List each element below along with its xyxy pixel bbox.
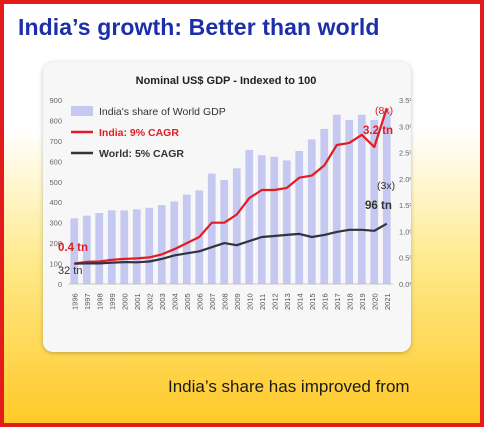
share-bar xyxy=(332,114,341,284)
share-bar xyxy=(120,210,129,284)
right-axis-tick: 3.0% xyxy=(399,122,411,131)
legend-label-share: India's share of World GDP xyxy=(99,106,226,118)
x-axis-tick: 1999 xyxy=(108,293,117,310)
share-bar xyxy=(307,139,316,284)
left-axis-tick: 200 xyxy=(49,239,62,248)
x-axis-tick: 2005 xyxy=(183,293,192,310)
x-axis-tick: 2007 xyxy=(208,293,217,310)
slide-caption: India’s share has improved from xyxy=(168,377,410,396)
x-axis-tick: 2000 xyxy=(120,293,129,310)
left-axis-tick: 100 xyxy=(49,260,62,269)
share-bar xyxy=(182,194,191,284)
x-axis-tick: 2016 xyxy=(320,293,329,310)
share-bar xyxy=(295,150,304,284)
share-bar xyxy=(232,168,241,284)
lines-layer xyxy=(74,107,388,265)
india-line xyxy=(74,107,388,265)
right-axis-tick: 0.0% xyxy=(399,280,411,289)
share-bar xyxy=(282,160,291,284)
x-axis-tick: 2020 xyxy=(370,293,379,310)
annotation-label: (8x) xyxy=(375,105,393,117)
axes-layer: 0 100 200 300 400 500 600 700 800 900 0.0% 0.5% 1.0%… xyxy=(49,96,411,310)
legend-label-india: India: 9% CAGR xyxy=(99,127,179,139)
share-bar xyxy=(357,114,366,284)
right-axis-tick: 2.0% xyxy=(399,175,411,184)
share-bar xyxy=(207,173,216,284)
left-axis-tick: 700 xyxy=(49,137,62,146)
x-axis-tick: 2013 xyxy=(283,293,292,310)
x-axis-tick: 1997 xyxy=(83,293,92,310)
share-bar xyxy=(320,128,329,284)
share-bar xyxy=(70,218,79,284)
share-bar xyxy=(82,215,91,284)
x-axis-tick: 1998 xyxy=(95,293,104,310)
x-axis-tick: 2006 xyxy=(195,293,204,310)
x-axis-tick: 2009 xyxy=(233,293,242,310)
left-axis-tick: 500 xyxy=(49,178,62,187)
gdp-chart: Nominal US$ GDP - Indexed to 100 0 100 200… xyxy=(49,75,411,310)
left-axis-tick: 300 xyxy=(49,219,62,228)
chart-legend: India's share of World GDP India: 9% CAGR… xyxy=(71,106,226,160)
right-axis-tick: 2.5% xyxy=(399,149,411,158)
left-axis-tick: 0 xyxy=(58,280,62,289)
left-axis-tick: 900 xyxy=(49,96,62,105)
x-axis-tick: 2019 xyxy=(358,293,367,310)
share-bar xyxy=(345,119,354,284)
annotation-label: 96 tn xyxy=(365,200,392,212)
bars-layer xyxy=(70,110,391,284)
chart-title: Nominal US$ GDP - Indexed to 100 xyxy=(136,75,317,87)
slide-title: India’s growth: Better than world xyxy=(18,14,380,40)
x-axis-tick: 2017 xyxy=(333,293,342,310)
annotation-label: 32 tn xyxy=(58,265,82,277)
x-axis-tick: 2003 xyxy=(158,293,167,310)
share-bar xyxy=(370,119,379,284)
annotation-label: 0.4 tn xyxy=(58,242,88,254)
x-axis-tick: 2002 xyxy=(145,293,154,310)
share-bar xyxy=(132,209,141,284)
left-axis-tick: 800 xyxy=(49,116,62,125)
left-axis-tick: 400 xyxy=(49,198,62,207)
x-axis-tick: 2015 xyxy=(308,293,317,310)
annotation-label: 3.2 tn xyxy=(363,125,393,137)
x-axis-tick: 2021 xyxy=(383,293,392,310)
share-bar xyxy=(270,156,279,284)
share-bar xyxy=(245,149,254,284)
x-axis-tick: 2012 xyxy=(270,293,279,310)
right-axis-tick: 1.5% xyxy=(399,201,411,210)
share-bar xyxy=(220,179,229,284)
share-bar xyxy=(257,155,266,284)
right-axis-tick: 0.5% xyxy=(399,254,411,263)
x-axis-tick: 2001 xyxy=(133,293,142,310)
annotation-label: (3x) xyxy=(377,180,395,192)
x-axis-tick: 2011 xyxy=(258,294,267,310)
right-axis-tick: 1.0% xyxy=(399,227,411,236)
x-axis-tick: 2018 xyxy=(345,293,354,310)
x-axis-tick: 2004 xyxy=(170,293,179,310)
x-axis-tick: 1996 xyxy=(70,293,79,310)
share-bar xyxy=(157,205,166,284)
annotations-layer: (8x) 3.2 tn (3x) 96 tn 0.4 tn 32 tn xyxy=(58,105,395,277)
left-axis-tick: 600 xyxy=(49,157,62,166)
share-bar xyxy=(170,201,179,284)
share-bar xyxy=(145,207,154,284)
legend-swatch-share xyxy=(71,106,93,116)
x-axis-tick: 2010 xyxy=(245,293,254,310)
share-bar xyxy=(382,110,391,284)
legend-label-world: World: 5% CAGR xyxy=(99,148,184,160)
share-bar xyxy=(95,213,104,284)
right-axis-tick: 3.5% xyxy=(399,96,411,105)
world-line xyxy=(74,222,388,265)
share-bar xyxy=(107,210,116,284)
x-axis-tick: 2014 xyxy=(295,293,304,310)
x-axis-tick: 2008 xyxy=(220,293,229,310)
